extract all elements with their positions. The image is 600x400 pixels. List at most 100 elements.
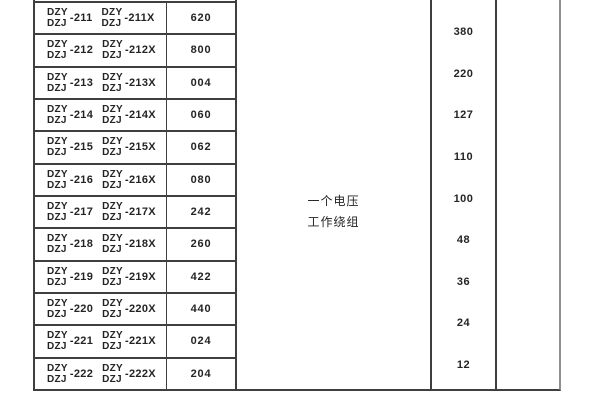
model-cell: DZY DZJ -217 DZY DZJ -217X [35,196,167,228]
code-cell: 242 [190,206,212,219]
model-cell: DZY DZJ -214 DZY DZJ -214X [35,99,167,131]
variant-suffix: -222X [125,367,156,380]
model-prefix-stack: DZY DZJ [102,169,123,191]
model-prefix-stack: DZY DZJ [102,104,123,126]
model-suffix: -221 [69,335,94,348]
variant-suffix: -220X [125,303,156,316]
model-prefix-bottom: DZJ [47,179,67,191]
model-prefix-stack: DZY DZJ [102,298,123,320]
relay-spec-table: DZY DZJ -211 DZY DZJ -211X 620 [33,0,561,391]
voltage-value: 380 [453,26,474,38]
table-row: DZY DZJ -220 DZY DZJ -220X 440 [35,293,235,327]
table-row: DZY DZJ -221 DZY DZJ -221X 024 [35,326,235,359]
model-prefix-top: DZY [102,136,124,148]
model-prefix-top: DZY [47,330,68,342]
model-prefix-top: DZY [47,39,68,51]
model-prefix-top: DZY [102,330,124,342]
model-prefix-top: DZY [102,265,124,277]
model-prefix-bottom: DZJ [102,212,122,224]
model-suffix: -211 [69,12,93,25]
model-prefix-bottom: DZJ [102,179,122,191]
model-suffix: -217 [69,206,94,219]
model-cell: DZY DZJ -216 DZY DZJ -216X [35,164,167,195]
table-row: DZY DZJ -213 DZY DZJ -213X 004 [35,67,235,100]
model-prefix-bottom: DZJ [47,244,67,256]
model-prefix-top: DZY [102,168,124,180]
model-prefix-top: DZY [47,104,68,116]
code-cell: 024 [190,335,212,348]
model-prefix-bottom: DZJ [47,115,67,127]
model-variant: DZY DZJ -213X [102,72,156,94]
model-prefix-top: DZY [102,39,124,51]
winding-line-1: 一个电压 [307,193,360,208]
model-prefix-stack: DZY DZJ [102,136,123,158]
model-prefix-stack: DZY DZJ [102,363,123,385]
model-variant: DZY DZJ -214X [102,104,156,126]
winding-line-2: 工作绕组 [307,214,360,229]
model-prefix-stack: DZY DZJ [47,298,68,320]
model-prefix-bottom: DZJ [102,276,122,288]
code-cell: 440 [190,303,212,316]
model-suffix: -222 [69,367,94,380]
model-cell: DZY DZJ -213 DZY DZJ -213X [35,67,167,98]
variant-suffix: -218X [125,238,156,251]
table-row: DZY DZJ -222 DZY DZJ -222X 204 [35,358,235,389]
model-prefix-stack: DZY DZJ [102,72,123,94]
model-prefix-top: DZY [47,71,68,83]
model-prefix-top: DZY [47,201,68,213]
model-prefix-top: DZY [101,7,123,19]
model-base: DZY DZJ -213 [47,72,93,94]
model-prefix-bottom: DZJ [47,18,67,30]
voltage-value: 127 [453,109,474,122]
model-prefix-top: DZY [47,298,68,310]
model-prefix-bottom: DZJ [102,341,122,353]
code-cell: 060 [190,109,212,122]
voltage-column: 380 220 127 110 100 48 36 24 12 [432,0,497,389]
model-cell: DZY DZJ -211 DZY DZJ -211X [35,3,167,34]
model-prefix-bottom: DZJ [47,82,67,94]
model-variant: DZY DZJ -221X [102,330,156,352]
model-base: DZY DZJ -214 [47,104,93,126]
model-suffix: -216 [69,173,94,186]
winding-description: 一个电压 工作绕组 [307,191,359,233]
model-prefix-bottom: DZJ [102,244,122,256]
variant-suffix: -221X [125,335,156,348]
voltage-value: 220 [453,67,474,80]
model-variant: DZY DZJ -222X [102,363,156,385]
model-prefix-bottom: DZJ [47,50,67,62]
model-prefix-stack: DZY DZJ [102,39,123,61]
model-prefix-bottom: DZJ [47,212,67,224]
model-prefix-stack: DZY DZJ [102,330,123,352]
model-prefix-bottom: DZJ [47,341,67,353]
empty-column [497,0,559,389]
model-prefix-stack: DZY DZJ [47,233,68,255]
model-prefix-stack: DZY DZJ [47,169,68,191]
model-variant: DZY DZJ -218X [102,233,156,255]
model-prefix-bottom: DZJ [102,115,122,127]
code-cell: 004 [190,76,212,89]
model-variant: DZY DZJ -217X [102,201,156,223]
voltage-value: 24 [456,317,471,330]
model-prefix-bottom: DZJ [102,309,122,321]
model-prefix-bottom: DZJ [102,50,122,62]
model-variant: DZY DZJ -215X [102,136,156,158]
code-cell: 422 [190,270,212,283]
variant-suffix: -211X [124,12,155,25]
model-base: DZY DZJ -212 [47,39,93,61]
model-prefix-top: DZY [47,168,68,180]
model-prefix-stack: DZY DZJ [47,363,68,385]
code-cell: 204 [190,367,212,380]
variant-suffix: -217X [125,206,156,219]
code-cell: 062 [190,141,212,154]
model-base: DZY DZJ -219 [47,266,93,288]
model-prefix-top: DZY [47,136,68,148]
model-prefix-stack: DZY DZJ [47,72,68,94]
model-prefix-top: DZY [47,265,68,277]
table-row: DZY DZJ -214 DZY DZJ -214X 060 [35,99,235,133]
model-variant: DZY DZJ -220X [102,298,156,320]
model-prefix-bottom: DZJ [102,147,122,159]
model-base: DZY DZJ -217 [47,201,93,223]
model-prefix-top: DZY [47,362,68,374]
model-prefix-top: DZY [102,298,124,310]
model-suffix: -219 [69,270,94,283]
